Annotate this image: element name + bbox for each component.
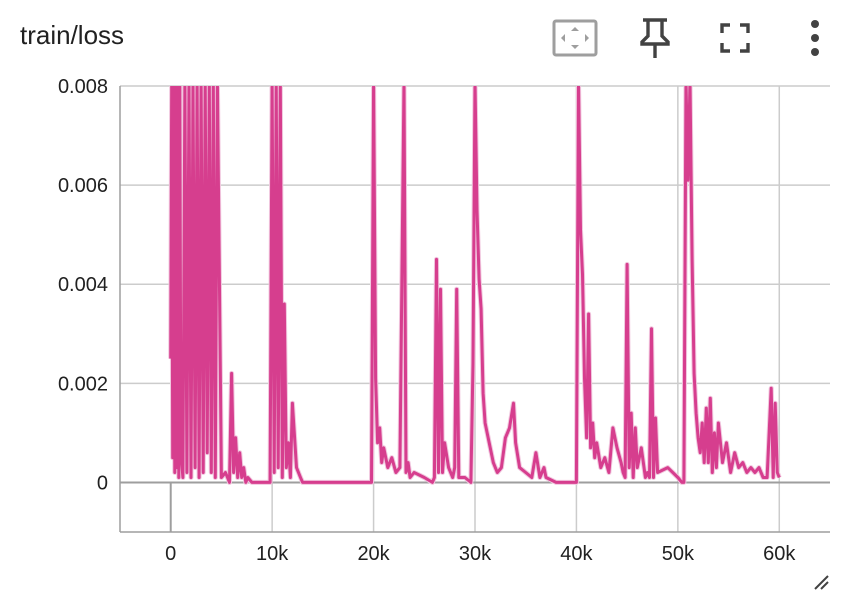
x-tick-label: 30k: [459, 543, 492, 565]
fullscreen-icon: [720, 23, 750, 53]
y-tick-label: 0: [97, 472, 108, 494]
x-tick-label: 10k: [256, 543, 289, 565]
card-header: train/loss: [0, 0, 856, 76]
more-vert-icon: [811, 20, 819, 56]
pin-button[interactable]: [631, 14, 679, 62]
x-tick-label: 50k: [662, 543, 695, 565]
x-tick-label: 0: [165, 543, 176, 565]
x-tick-label: 60k: [763, 543, 796, 565]
loss-line-chart[interactable]: 0 0.002 0.004 0.006 0.008 0 10k 20k 30k 40k 50k 60k: [0, 76, 856, 594]
fit-domain-button[interactable]: [551, 14, 599, 62]
x-tick-label: 20k: [357, 543, 390, 565]
resize-handle-icon[interactable]: [812, 574, 830, 590]
x-tick-label: 40k: [560, 543, 593, 565]
fullscreen-button[interactable]: [711, 14, 759, 62]
y-tick-label: 0.008: [58, 76, 108, 98]
series-line: [169, 86, 781, 484]
pin-icon: [640, 18, 670, 58]
chart-title: train/loss: [20, 20, 125, 50]
y-tick-label: 0.004: [58, 274, 108, 296]
fit-domain-icon: [552, 19, 598, 57]
y-tick-label: 0.002: [58, 373, 108, 395]
more-options-button[interactable]: [791, 14, 839, 62]
y-tick-label: 0.006: [58, 175, 108, 197]
